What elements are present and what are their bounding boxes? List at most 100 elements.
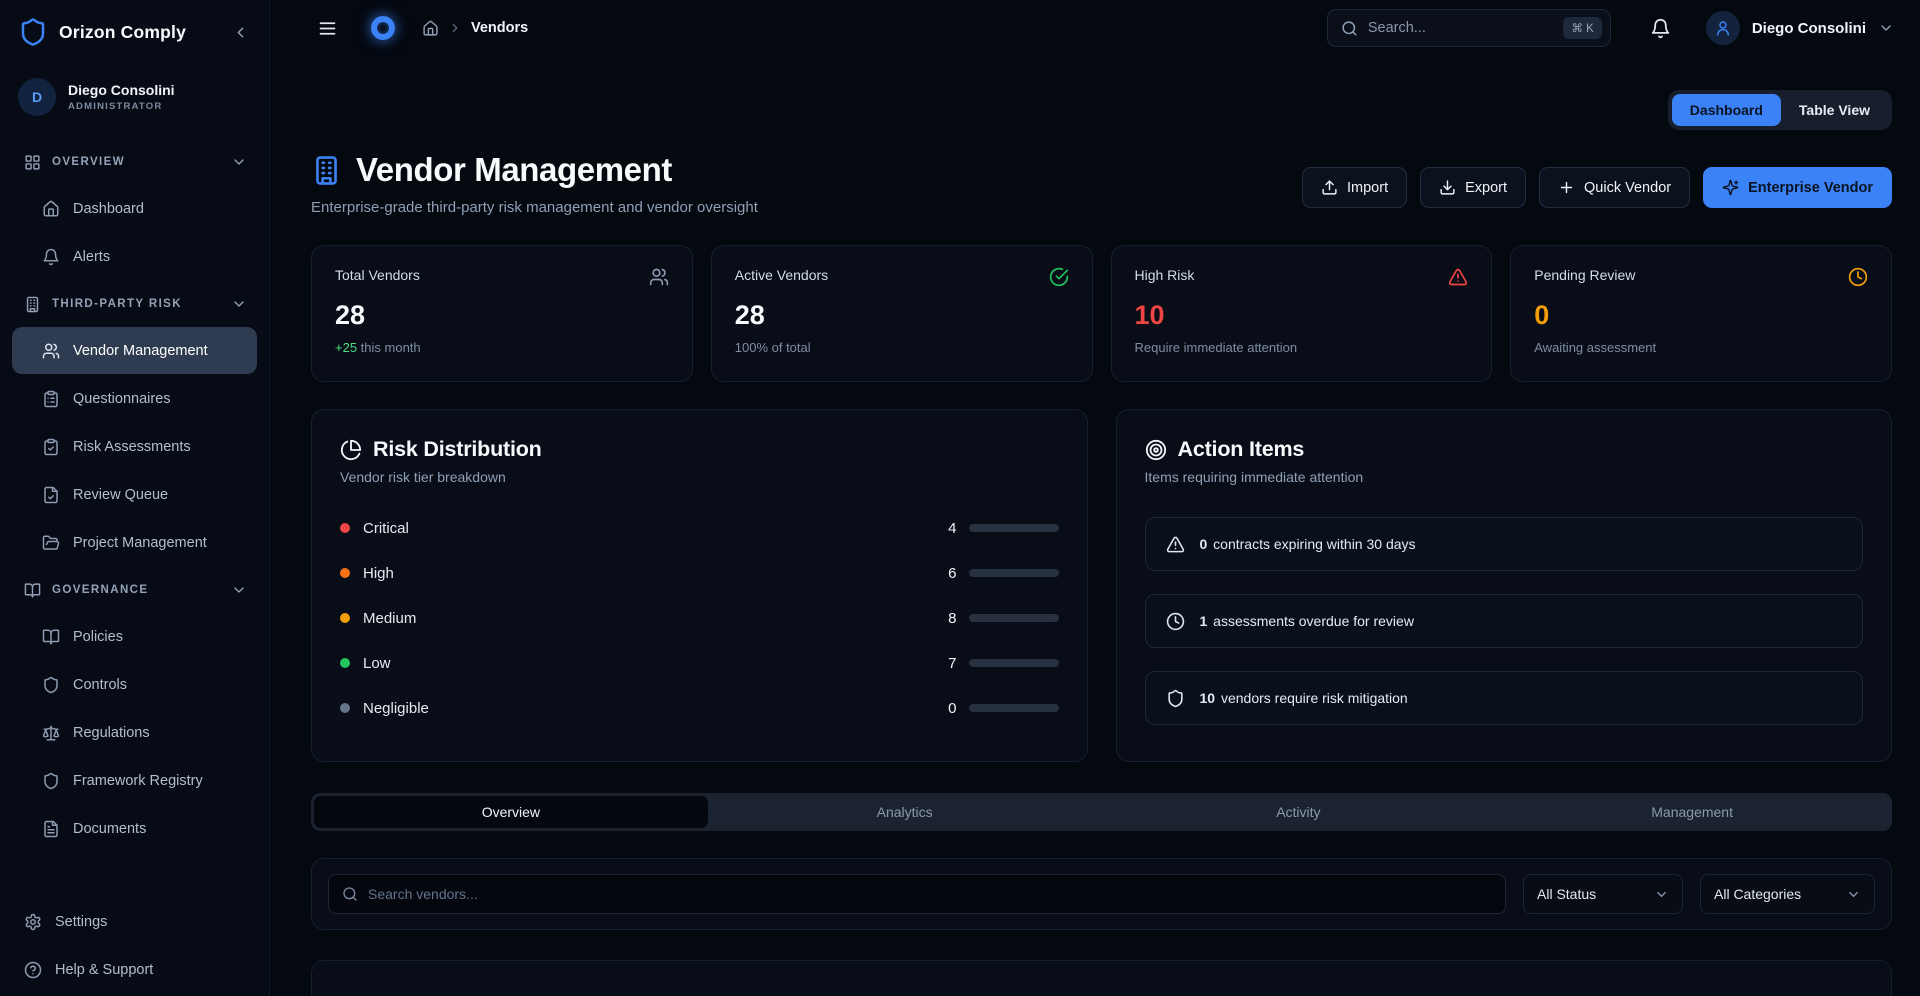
sidebar-item-label: Controls [73, 676, 127, 693]
sidebar-item-framework-registry[interactable]: Framework Registry [12, 757, 257, 804]
user-menu[interactable]: Diego Consolini [1705, 11, 1894, 45]
category-filter-select[interactable]: All Categories [1700, 874, 1875, 914]
user-role: ADMINISTRATOR [68, 101, 163, 112]
risk-tier-label: Low [363, 654, 391, 672]
import-button[interactable]: Import [1302, 167, 1408, 208]
notifications-bell-icon[interactable] [1648, 16, 1673, 41]
sidebar: Orizon Comply D Diego Consolini ADMINIST… [0, 0, 270, 996]
sidebar-item-label: Questionnaires [73, 390, 171, 407]
file-text-icon [42, 820, 60, 838]
status-filter-select[interactable]: All Status [1523, 874, 1683, 914]
quick-vendor-button[interactable]: Quick Vendor [1539, 167, 1691, 208]
risk-tier-count: 4 [948, 519, 957, 537]
risk-tier-count: 8 [948, 609, 957, 627]
shield-icon [42, 676, 60, 694]
sidebar-item-documents[interactable]: Documents [12, 805, 257, 852]
sidebar-section-overview[interactable]: OVERVIEW [12, 140, 257, 184]
global-search[interactable]: ⌘ K [1326, 9, 1611, 47]
grid-icon [24, 154, 41, 171]
shield-icon [42, 772, 60, 790]
search-icon [1341, 20, 1358, 37]
sidebar-item-controls[interactable]: Controls [12, 661, 257, 708]
vendor-search-input[interactable] [368, 886, 1492, 902]
stat-label: Total Vendors [335, 267, 420, 283]
chevron-down-icon [231, 154, 247, 170]
risk-row-critical: Critical 4 [340, 510, 1059, 546]
stat-label: High Risk [1134, 267, 1195, 283]
sidebar-item-review-queue[interactable]: Review Queue [12, 471, 257, 518]
sidebar-item-help-support[interactable]: Help & Support [12, 946, 257, 993]
action-item[interactable]: 10 vendors require risk mitigation [1144, 671, 1863, 725]
vendor-search[interactable] [328, 874, 1506, 914]
risk-row-high: High 6 [340, 555, 1059, 591]
main-area: Vendors ⌘ K Diego Consolini DashboardTab… [270, 0, 1920, 996]
stat-value: 28 [335, 300, 366, 330]
shield-icon [1166, 689, 1185, 708]
sidebar-item-label: Review Queue [73, 486, 169, 503]
stat-card-total-vendors: Total Vendors 28 +25 this month [311, 245, 693, 382]
tab-analytics[interactable]: Analytics [708, 796, 1102, 828]
button-label: Enterprise Vendor [1748, 179, 1873, 196]
sidebar-item-regulations[interactable]: Regulations [12, 709, 257, 756]
risk-tier-label: High [363, 564, 394, 582]
next-section-panel [311, 960, 1892, 996]
stat-label: Active Vendors [734, 267, 829, 283]
sidebar-item-dashboard[interactable]: Dashboard [12, 185, 257, 232]
sidebar-item-policies[interactable]: Policies [12, 613, 257, 660]
stat-subtext: Awaiting assessment [1534, 340, 1657, 355]
sidebar-item-risk-assessments[interactable]: Risk Assessments [12, 423, 257, 470]
action-item-text: 1 assessments overdue for review [1199, 613, 1414, 629]
risk-tier-bar [968, 524, 1059, 532]
button-label: Quick Vendor [1584, 179, 1672, 196]
chevron-down-icon [231, 296, 247, 312]
export-button[interactable]: Export [1420, 167, 1527, 208]
search-shortcut-badge: ⌘ K [1563, 17, 1602, 39]
button-label: Export [1465, 179, 1508, 196]
sidebar-item-alerts[interactable]: Alerts [12, 233, 257, 280]
home-icon[interactable] [422, 20, 439, 37]
check-circle-icon [1049, 267, 1069, 287]
sidebar-section-third-party-risk[interactable]: THIRD-PARTY RISK [12, 282, 257, 326]
view-toggle: Dashboard Table View [1667, 90, 1892, 130]
gear-icon [24, 913, 42, 931]
action-item[interactable]: 0 contracts expiring within 30 days [1144, 517, 1863, 571]
action-item[interactable]: 1 assessments overdue for review [1144, 594, 1863, 648]
view-toggle-table-view[interactable]: Table View [1781, 94, 1888, 126]
sidebar-collapse-button[interactable] [228, 20, 253, 45]
stat-value: 28 [734, 300, 765, 330]
sidebar-item-label: Alerts [73, 248, 111, 265]
menu-icon[interactable] [315, 16, 340, 41]
global-search-input[interactable] [1367, 20, 1554, 36]
risk-tier-dot [340, 703, 350, 713]
page-subtitle: Enterprise-grade third-party risk manage… [311, 199, 758, 216]
action-items-list: 0 contracts expiring within 30 days 1 ass… [1144, 517, 1863, 725]
view-toggle-dashboard[interactable]: Dashboard [1671, 94, 1781, 126]
stat-subtext: +25 this month [335, 340, 421, 355]
action-items-panel: Action Items Items requiring immediate a… [1115, 409, 1892, 762]
risk-tier-label: Medium [363, 609, 417, 627]
sidebar-item-label: Vendor Management [73, 342, 208, 359]
action-items-subtitle: Items requiring immediate attention [1144, 469, 1364, 485]
sidebar-item-label: Help & Support [55, 961, 154, 978]
tab-overview[interactable]: Overview [314, 796, 708, 828]
sidebar-item-project-management[interactable]: Project Management [12, 519, 257, 566]
file-check-icon [42, 486, 60, 504]
sidebar-item-questionnaires[interactable]: Questionnaires [12, 375, 257, 422]
sidebar-item-label: Regulations [73, 724, 150, 741]
stat-card-high-risk: High Risk 10 Require immediate attention [1110, 245, 1493, 382]
risk-row-medium: Medium 8 [340, 600, 1059, 636]
book-open-icon [42, 628, 60, 646]
sidebar-item-settings[interactable]: Settings [12, 898, 257, 945]
breadcrumb-current[interactable]: Vendors [471, 20, 529, 36]
sidebar-item-label: Risk Assessments [73, 438, 191, 455]
tab-activity[interactable]: Activity [1102, 796, 1496, 828]
enterprise-vendor-button[interactable]: Enterprise Vendor [1703, 167, 1892, 208]
sidebar-item-vendor-management[interactable]: Vendor Management [12, 327, 257, 374]
stat-subtext: 100% of total [734, 340, 811, 355]
users-icon [42, 342, 60, 360]
page-title: Vendor Management [356, 151, 672, 188]
sidebar-section-governance[interactable]: GOVERNANCE [12, 568, 257, 612]
tab-management[interactable]: Management [1495, 796, 1889, 828]
users-icon [649, 267, 669, 287]
